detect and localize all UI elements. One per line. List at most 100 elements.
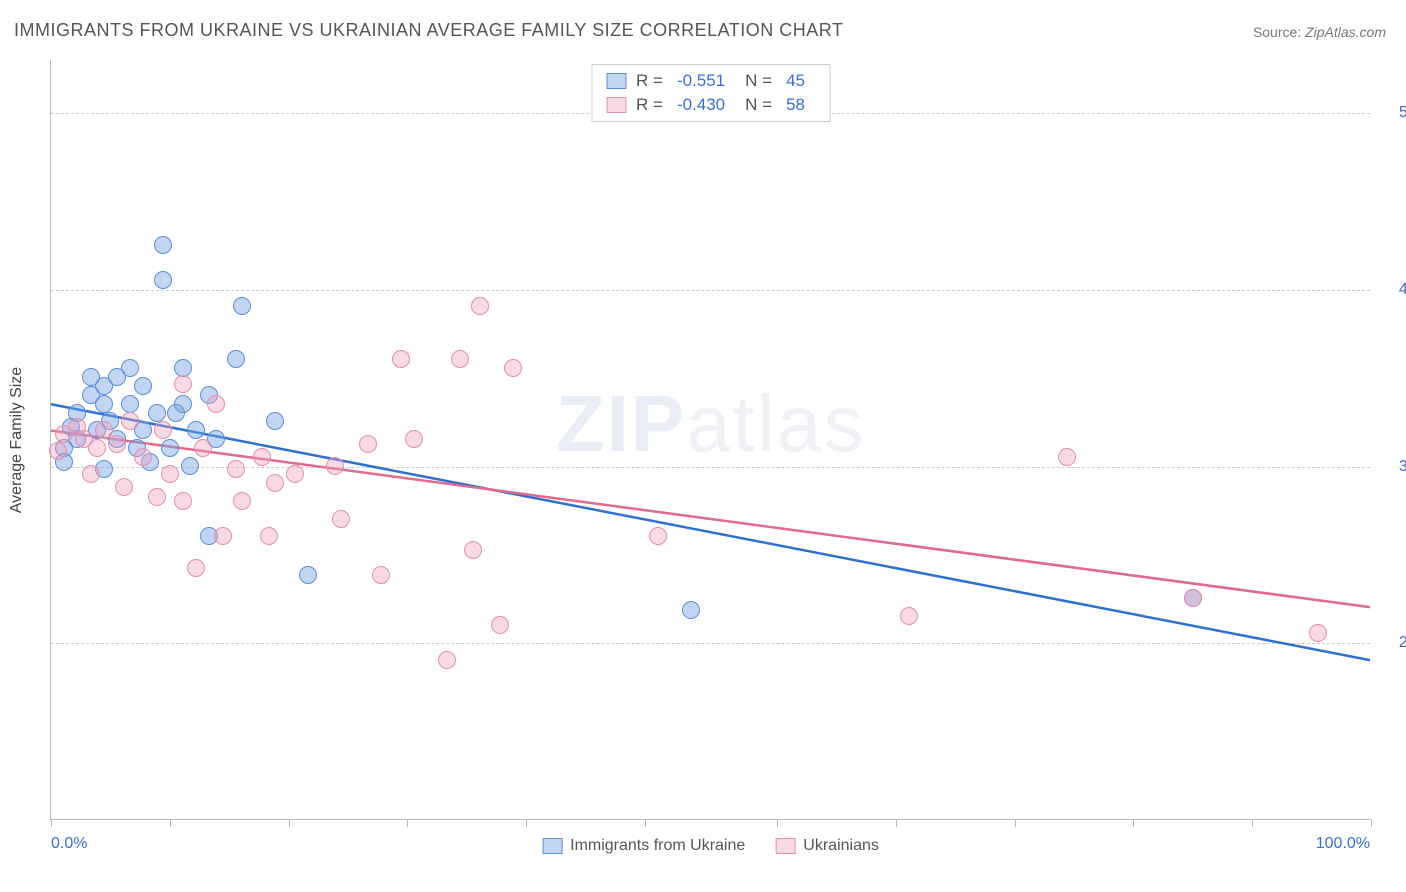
y-tick-label: 4.00 [1380,281,1406,299]
r-label: R = [636,69,663,93]
n-value-immigrants: 45 [786,69,805,93]
data-point-ukrainians [161,465,179,483]
data-point-immigrants [227,350,245,368]
data-point-ukrainians [115,478,133,496]
x-tick [170,819,171,827]
data-point-ukrainians [260,527,278,545]
data-point-immigrants [187,421,205,439]
data-point-ukrainians [154,421,172,439]
data-point-immigrants [121,395,139,413]
swatch-ukrainians-icon [606,97,626,113]
data-point-ukrainians [82,465,100,483]
data-point-immigrants [233,297,251,315]
data-point-ukrainians [332,510,350,528]
swatch-immigrants-icon [606,73,626,89]
data-point-immigrants [161,439,179,457]
data-point-ukrainians [900,607,918,625]
data-point-immigrants [154,236,172,254]
n-label: N = [745,69,772,93]
series-legend: Immigrants from Ukraine Ukrainians [542,837,879,855]
trend-line-ukrainians [51,431,1370,608]
r-value-ukrainians: -0.430 [677,93,725,117]
trend-line-immigrants [51,404,1370,660]
x-axis-min-label: 0.0% [51,835,87,853]
data-point-ukrainians [372,566,390,584]
data-point-ukrainians [194,439,212,457]
swatch-ukrainians-icon [775,838,795,854]
y-tick-label: 5.00 [1380,104,1406,122]
data-point-immigrants [95,395,113,413]
n-value-ukrainians: 58 [786,93,805,117]
data-point-ukrainians [1184,589,1202,607]
data-point-immigrants [174,395,192,413]
data-point-ukrainians [266,474,284,492]
x-axis-max-label: 100.0% [1316,835,1370,853]
legend-item-ukrainians: Ukrainians [775,837,879,855]
data-point-ukrainians [471,297,489,315]
data-point-ukrainians [214,527,232,545]
grid-line [51,643,1370,644]
data-point-immigrants [266,412,284,430]
legend-label-immigrants: Immigrants from Ukraine [570,837,745,855]
x-tick [777,819,778,827]
data-point-immigrants [181,457,199,475]
data-point-ukrainians [233,492,251,510]
swatch-immigrants-icon [542,838,562,854]
data-point-ukrainians [451,350,469,368]
watermark: ZIPatlas [556,378,865,470]
data-point-ukrainians [1309,624,1327,642]
stats-row-immigrants: R = -0.551 N = 45 [606,69,815,93]
stats-legend: R = -0.551 N = 45 R = -0.430 N = 58 [591,64,830,122]
y-tick-label: 2.00 [1380,634,1406,652]
data-point-immigrants [148,404,166,422]
watermark-light: atlas [686,379,865,468]
data-point-ukrainians [392,350,410,368]
data-point-ukrainians [174,492,192,510]
y-axis-title: Average Family Size [8,366,26,512]
data-point-ukrainians [253,448,271,466]
r-value-immigrants: -0.551 [677,69,725,93]
data-point-ukrainians [148,488,166,506]
data-point-ukrainians [504,359,522,377]
data-point-ukrainians [174,375,192,393]
data-point-ukrainians [227,460,245,478]
data-point-ukrainians [49,442,67,460]
legend-item-immigrants: Immigrants from Ukraine [542,837,745,855]
x-tick [896,819,897,827]
grid-line [51,467,1370,468]
data-point-ukrainians [207,395,225,413]
plot-area: ZIPatlas 2.003.004.005.00 Average Family… [50,60,1370,820]
source-prefix: Source: [1253,24,1305,40]
x-tick [1371,819,1372,827]
n-label: N = [745,93,772,117]
data-point-ukrainians [491,616,509,634]
source-attribution: Source: ZipAtlas.com [1253,24,1386,40]
x-tick [51,819,52,827]
data-point-ukrainians [1058,448,1076,466]
x-tick [1133,819,1134,827]
data-point-ukrainians [326,457,344,475]
trend-lines [51,60,1370,819]
data-point-ukrainians [134,448,152,466]
watermark-bold: ZIP [556,379,686,468]
grid-line [51,290,1370,291]
data-point-immigrants [682,601,700,619]
y-tick-label: 3.00 [1380,458,1406,476]
x-tick [526,819,527,827]
chart-title: IMMIGRANTS FROM UKRAINE VS UKRAINIAN AVE… [14,20,843,41]
legend-label-ukrainians: Ukrainians [803,837,879,855]
x-tick [407,819,408,827]
data-point-ukrainians [121,412,139,430]
data-point-ukrainians [405,430,423,448]
r-label: R = [636,93,663,117]
data-point-immigrants [134,377,152,395]
x-tick [289,819,290,827]
data-point-ukrainians [286,465,304,483]
data-point-immigrants [299,566,317,584]
data-point-ukrainians [649,527,667,545]
x-tick [1252,819,1253,827]
source-name: ZipAtlas.com [1305,24,1386,40]
data-point-ukrainians [108,435,126,453]
data-point-ukrainians [438,651,456,669]
data-point-immigrants [82,368,100,386]
